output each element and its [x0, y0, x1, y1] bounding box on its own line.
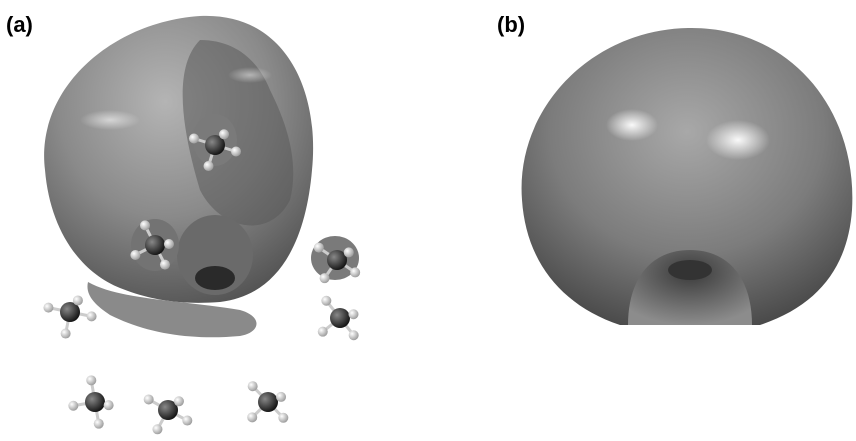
isosurface-b	[522, 28, 853, 325]
hydrogen-atom	[247, 412, 257, 422]
carbon-atom	[85, 392, 105, 412]
panel-label: (a)	[6, 12, 33, 37]
hydrogen-atom	[248, 381, 258, 391]
hydrogen-atom	[160, 260, 170, 270]
hydrogen-atom	[276, 392, 286, 402]
figure: (a) (b)	[0, 0, 856, 441]
hydrogen-atom	[349, 330, 359, 340]
hydrogen-atom	[348, 309, 358, 319]
hydrogen-atom	[189, 133, 199, 143]
hydrogen-atom	[203, 161, 213, 171]
isosurface-a	[44, 16, 359, 337]
hydrogen-atom	[320, 273, 330, 283]
hydrogen-atom	[344, 247, 354, 257]
hydrogen-atom	[278, 413, 288, 423]
methane	[68, 375, 113, 428]
methane	[247, 381, 288, 423]
carbon-atom	[330, 308, 350, 328]
carbon-atom	[145, 235, 165, 255]
hydrogen-atom	[314, 243, 324, 253]
hydrogen-atom	[73, 295, 83, 305]
hydrogen-atom	[152, 424, 162, 434]
hydrogen-atom	[144, 394, 154, 404]
hydrogen-atom	[318, 327, 328, 337]
hydrogen-atom	[350, 267, 360, 277]
hydrogen-atom	[86, 375, 96, 385]
hydrogen-atom	[87, 311, 97, 321]
hydrogen-atom	[321, 296, 331, 306]
hydrogen-atom	[61, 329, 71, 339]
carbon-atom	[258, 392, 278, 412]
hydrogen-atom	[140, 220, 150, 230]
hydrogen-atom	[68, 401, 78, 411]
panel-label: (b)	[497, 12, 525, 37]
hydrogen-atom	[43, 303, 53, 313]
hydrogen-atom	[94, 419, 104, 429]
methane	[43, 295, 96, 338]
methane	[318, 296, 359, 340]
hydrogen-atom	[130, 250, 140, 260]
hydrogen-atom	[174, 396, 184, 406]
hydrogen-atom	[231, 147, 241, 157]
hydrogen-atom	[182, 416, 192, 426]
hydrogen-atom	[219, 129, 229, 139]
hydrogen-atom	[164, 239, 174, 249]
methane	[144, 394, 193, 434]
hydrogen-atom	[104, 400, 114, 410]
